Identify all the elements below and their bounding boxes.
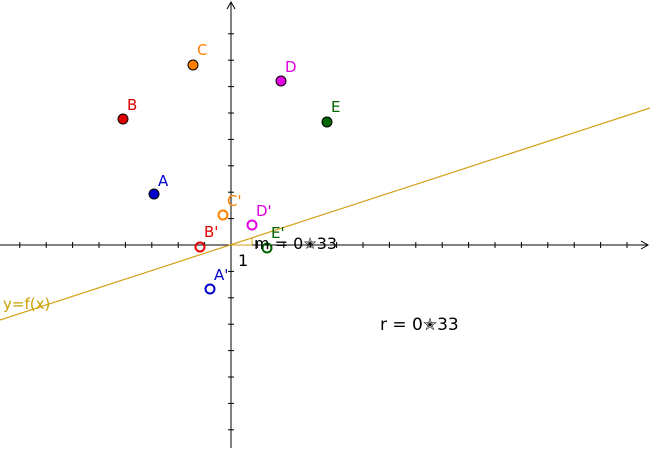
point-a2[interactable] [204, 283, 216, 295]
x-axis-arrow-icon [640, 240, 650, 250]
unit-label: 1 [238, 251, 248, 270]
points-layer: A B C D E A' B' C' D' E' [117, 41, 340, 295]
point-label-d: D [285, 58, 297, 76]
point-label-c: C [197, 41, 207, 59]
slope-text: m = 0✭33 [254, 234, 337, 253]
point-label-e2: E' [271, 224, 285, 242]
regression-line[interactable] [0, 107, 650, 321]
point-label-b2: B' [204, 223, 218, 241]
point-b2[interactable] [194, 241, 206, 253]
r-value-text: r = 0✭33 [380, 315, 459, 335]
point-label-a: A [158, 172, 169, 190]
slope-triangle [231, 238, 253, 246]
point-a[interactable] [148, 188, 160, 200]
point-c[interactable] [187, 59, 199, 71]
line-label: y=f(x) [3, 295, 50, 313]
point-b[interactable] [117, 113, 129, 125]
y-axis-arrow-icon [226, 0, 236, 10]
point-e2[interactable] [261, 242, 273, 254]
point-label-a2: A' [214, 266, 228, 284]
point-d[interactable] [275, 75, 287, 87]
point-label-d2: D' [256, 202, 272, 220]
y-axis-ticks [228, 33, 234, 431]
point-label-c2: C' [227, 192, 242, 210]
point-d2[interactable] [246, 219, 258, 231]
point-label-e: E [331, 98, 340, 116]
point-c2[interactable] [217, 209, 229, 221]
point-e[interactable] [321, 116, 333, 128]
x-axis-ticks [19, 242, 628, 248]
point-label-b: B [127, 96, 137, 114]
